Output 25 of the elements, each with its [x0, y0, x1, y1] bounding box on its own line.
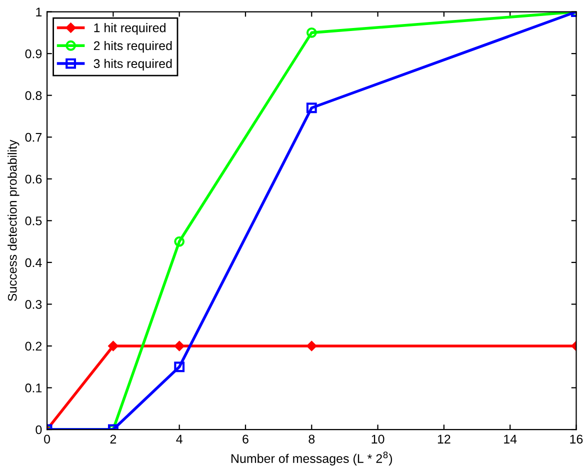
y-tick-label: 0.5: [25, 216, 42, 226]
x-tick-label: 16: [570, 434, 583, 444]
y-tick-label: 0.1: [25, 384, 42, 392]
x-axis-title: Number of messages (L * 2$^{8}$): [231, 452, 392, 466]
y-tick-label: 0.8: [25, 91, 42, 100]
x-tick-label: 2: [110, 434, 116, 444]
y-axis-title: Success detection probability: [8, 140, 20, 302]
x-tick-label: 0: [44, 434, 50, 444]
x-tick-label: 4: [176, 434, 182, 444]
y-tick-label: 0.9: [25, 49, 42, 58]
x-tick-label: 14: [504, 434, 517, 444]
y-tick-label: 0.7: [25, 132, 42, 142]
legend-label: 2 hits required: [94, 40, 172, 53]
x-tick-label: 10: [372, 434, 384, 444]
x-tick-label: 12: [438, 434, 450, 444]
y-tick-label: 0.2: [25, 342, 42, 351]
y-tick-label: 1: [36, 8, 42, 16]
y-tick-label: 0.3: [25, 300, 42, 309]
y-tick-label: 0.4: [25, 258, 42, 268]
y-tick-label: 0.6: [25, 174, 42, 184]
x-tick-label: 6: [242, 434, 248, 444]
legend-label: 3 hits required: [94, 58, 172, 71]
x-tick-label: 8: [308, 434, 315, 444]
y-tick-label: 0: [36, 425, 42, 434]
legend-label: 1 hit required: [94, 23, 166, 35]
